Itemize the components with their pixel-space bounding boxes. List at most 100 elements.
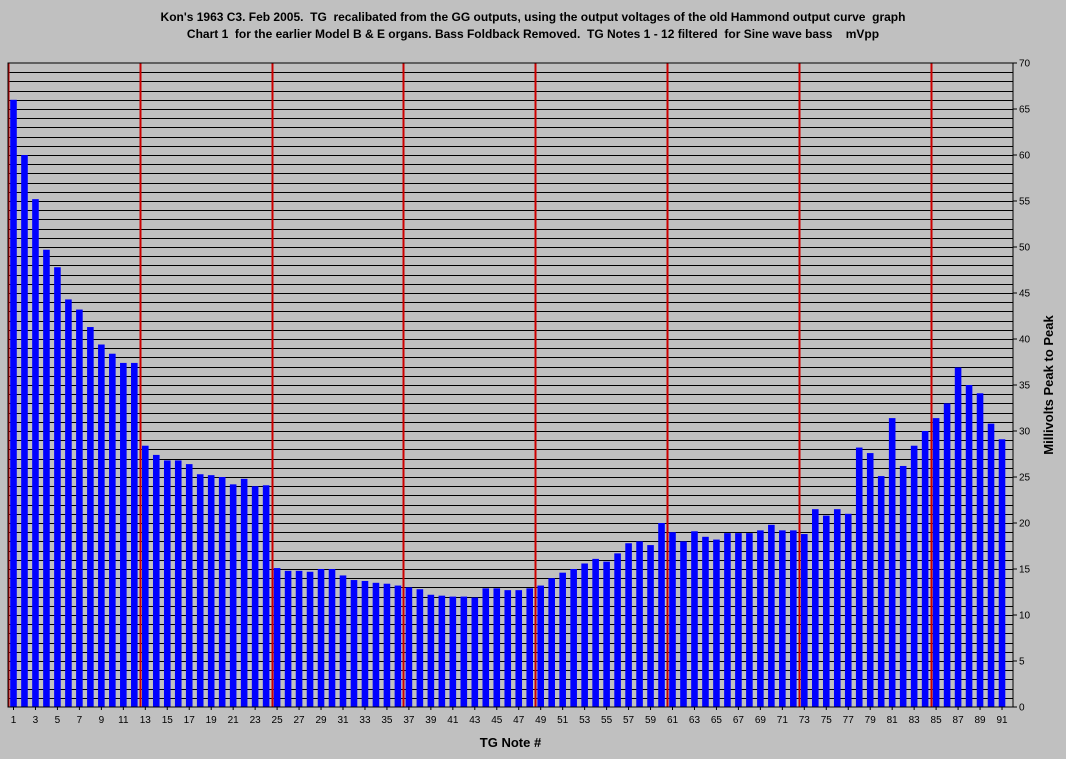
bar-note-62	[680, 541, 687, 707]
x-tick-label: 1	[11, 715, 17, 726]
x-tick-label: 39	[425, 715, 437, 726]
bar-note-89	[976, 393, 984, 707]
x-tick-label: 41	[447, 715, 459, 726]
y-axis-ticks: 0 5 10 15 20 25 30 35 40 45 50 55 60 65 70	[1013, 59, 1031, 714]
x-tick-label: 85	[931, 715, 943, 726]
bar-note-78	[855, 447, 863, 707]
bar-note-35	[383, 583, 391, 707]
section-dividers	[7, 63, 933, 707]
bar-note-52	[570, 569, 577, 707]
bar-note-41	[449, 596, 457, 707]
x-tick-label: 17	[184, 715, 196, 726]
x-tick-label: 7	[77, 715, 83, 726]
x-axis-ticks: 1 3 5 7 9 11 13 15 17 19 21 23 25 27 29 31 33 35 37 39 41 43 4…	[11, 707, 1008, 726]
bar-note-84	[921, 431, 929, 707]
bar-note-49	[537, 585, 544, 707]
x-tick-label: 21	[228, 715, 240, 726]
y-tick-label: 70	[1019, 59, 1031, 70]
bar-note-88	[965, 385, 973, 707]
bar-note-8	[87, 327, 94, 707]
bar-note-38	[416, 589, 424, 707]
bar-note-39	[427, 594, 435, 707]
x-tick-label: 77	[843, 715, 855, 726]
bar-note-4	[43, 249, 50, 707]
x-tick-label: 79	[865, 715, 877, 726]
x-tick-label: 81	[887, 715, 899, 726]
y-tick-label: 5	[1019, 657, 1025, 668]
x-tick-label: 63	[689, 715, 701, 726]
bar-note-6	[65, 299, 72, 707]
bar-note-55	[603, 561, 610, 707]
x-tick-label: 3	[33, 715, 39, 726]
x-tick-label: 31	[337, 715, 349, 726]
x-axis-label: TG Note #	[480, 735, 542, 750]
bar-note-56	[614, 553, 621, 707]
bar-note-67	[735, 533, 742, 707]
bar-note-37	[405, 587, 413, 707]
bar-note-65	[713, 539, 720, 707]
bar-note-73	[801, 534, 808, 707]
x-tick-label: 83	[909, 715, 921, 726]
bar-note-31	[339, 575, 347, 707]
bar-note-57	[625, 543, 632, 707]
bar-note-10	[109, 353, 116, 707]
x-tick-label: 19	[206, 715, 218, 726]
bar-note-42	[460, 596, 468, 707]
bar-note-58	[636, 541, 643, 707]
bar-note-81	[888, 418, 896, 707]
bar-note-85	[932, 418, 940, 707]
x-tick-label: 35	[381, 715, 393, 726]
bar-note-69	[757, 530, 764, 707]
x-tick-label: 71	[777, 715, 789, 726]
bar-note-22	[240, 478, 248, 707]
y-tick-label: 45	[1019, 289, 1031, 300]
bar-note-23	[251, 486, 259, 707]
x-tick-label: 55	[601, 715, 613, 726]
bar-note-40	[438, 595, 446, 707]
x-tick-label: 23	[250, 715, 262, 726]
bar-note-61	[669, 532, 676, 707]
bar-note-1	[10, 99, 17, 708]
bar-note-72	[790, 530, 797, 707]
chart-title-line-2: Chart 1 for the earlier Model B & E orga…	[186, 27, 880, 41]
x-tick-label: 73	[799, 715, 811, 726]
x-tick-label: 45	[491, 715, 503, 726]
bar-note-60	[658, 523, 665, 707]
bar-note-18	[196, 474, 204, 707]
bar-note-48	[526, 588, 534, 707]
x-tick-label: 27	[294, 715, 306, 726]
bar-note-26	[284, 570, 292, 707]
y-tick-label: 35	[1019, 381, 1031, 392]
x-tick-label: 29	[315, 715, 327, 726]
bar-note-19	[207, 475, 215, 707]
y-tick-label: 60	[1019, 151, 1031, 162]
bar-note-45	[493, 588, 501, 707]
y-tick-label: 20	[1019, 519, 1031, 530]
y-tick-label: 40	[1019, 335, 1031, 346]
y-axis-label: Millivolts Peak to Peak	[1041, 315, 1056, 455]
x-tick-label: 67	[733, 715, 745, 726]
bar-note-76	[833, 509, 841, 707]
x-tick-label: 89	[974, 715, 986, 726]
bar-note-43	[471, 597, 479, 707]
y-tick-label: 65	[1019, 105, 1031, 116]
y-tick-label: 25	[1019, 473, 1031, 484]
bar-note-50	[548, 578, 555, 707]
bar-note-36	[394, 585, 402, 707]
bar-note-87	[954, 367, 962, 707]
x-tick-label: 91	[996, 715, 1008, 726]
x-tick-label: 59	[645, 715, 657, 726]
bar-note-77	[844, 513, 852, 707]
bar-note-5	[54, 267, 61, 707]
bar-note-3	[32, 199, 39, 707]
bar-note-66	[724, 533, 731, 707]
bar-note-34	[372, 582, 380, 707]
y-tick-label: 0	[1019, 703, 1025, 714]
bar-note-82	[899, 465, 907, 707]
bar-note-70	[768, 524, 775, 707]
x-tick-label: 47	[513, 715, 525, 726]
bar-note-90	[987, 423, 995, 707]
bar-note-20	[218, 477, 226, 707]
bar-note-25	[273, 568, 281, 707]
